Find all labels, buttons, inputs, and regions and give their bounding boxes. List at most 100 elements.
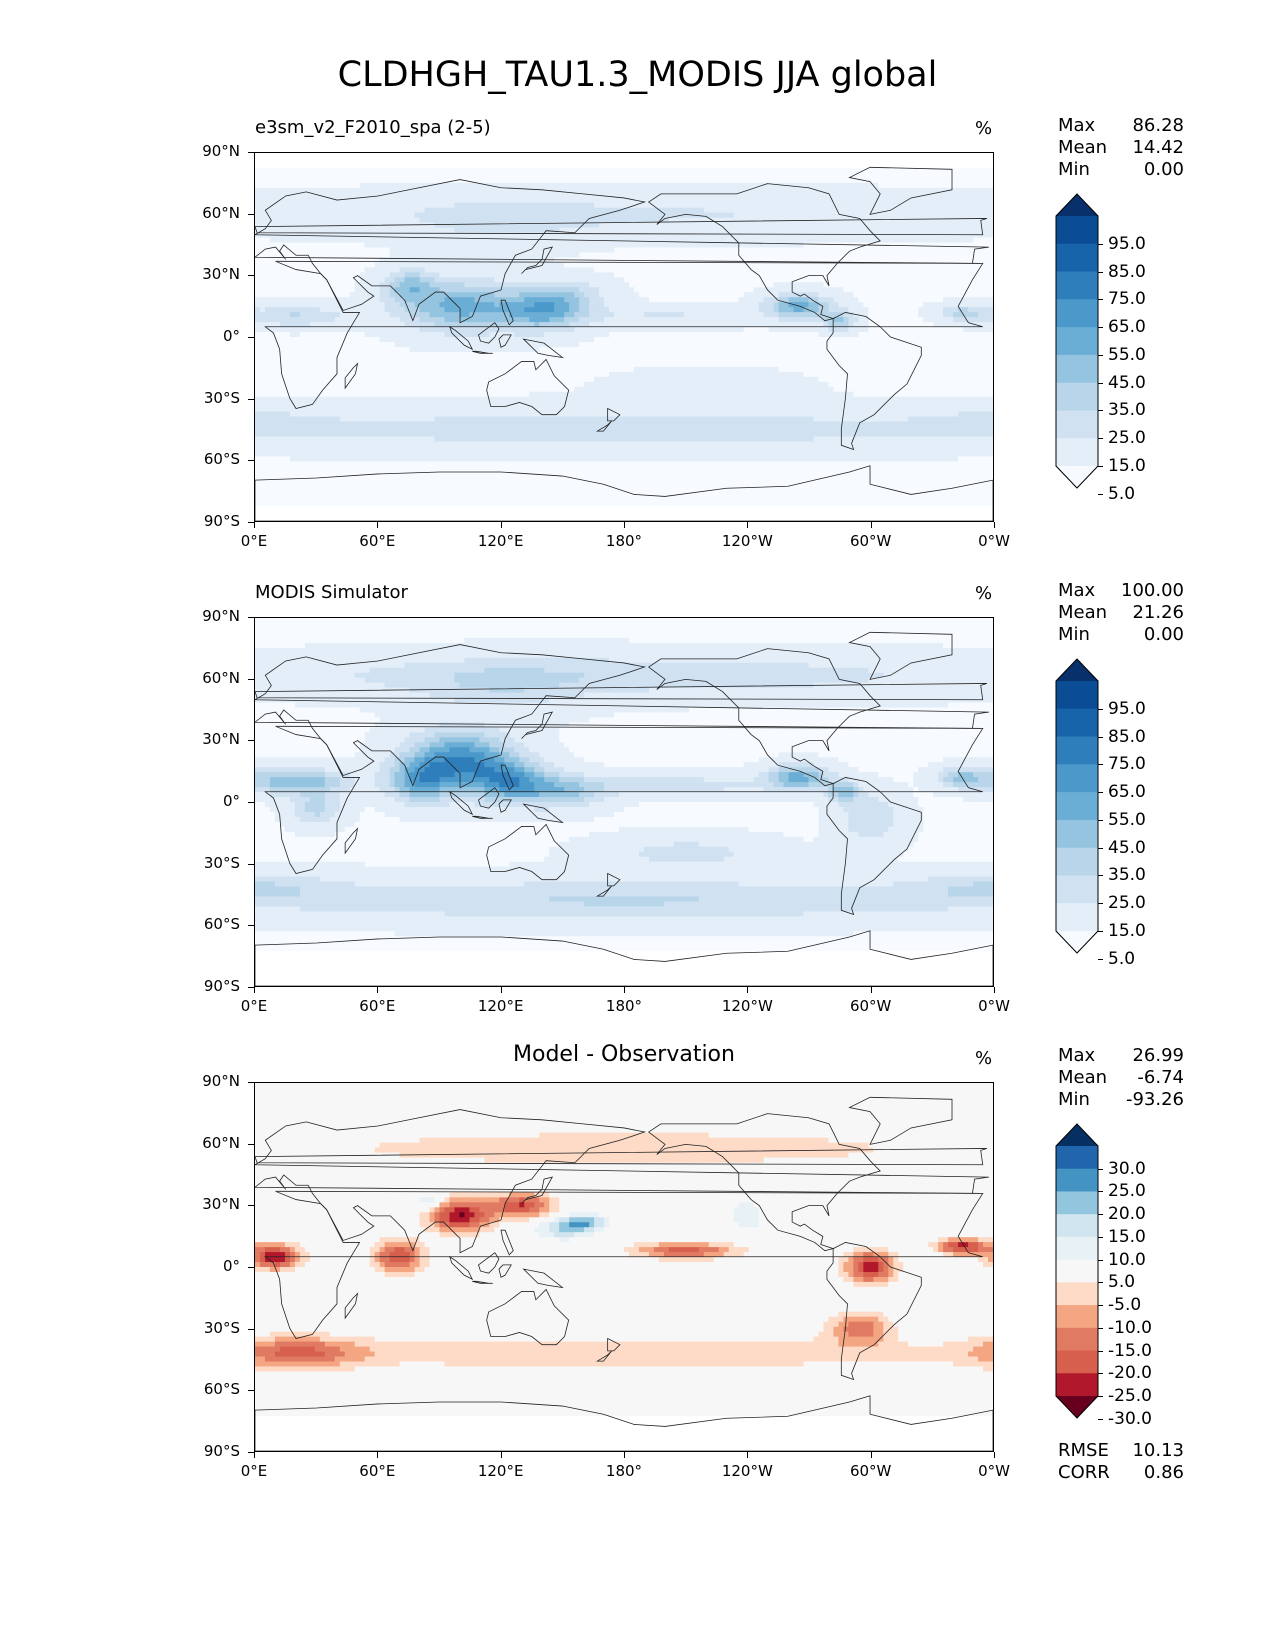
stat-max-value: 100.00 [1121, 580, 1184, 601]
colorbar-extend-max [1056, 1124, 1098, 1146]
colorbar-tick-mark [1098, 1396, 1103, 1397]
colorbar-tick-mark [1098, 493, 1103, 495]
coastline [478, 787, 500, 809]
coastline [521, 711, 554, 739]
colorbar-segment [1056, 1305, 1098, 1329]
colorbar-tick-mark [1098, 271, 1103, 273]
lat-tick-label: 30°N [202, 730, 240, 749]
lat-tick-mark [248, 678, 254, 680]
colorbar-tick-label: 65.0 [1108, 782, 1146, 803]
colorbar-segment [1056, 438, 1098, 467]
colorbar-tick-mark [1098, 736, 1103, 738]
stat-rmse-label: RMSE [1058, 1440, 1109, 1461]
colorbar-tick-label: 45.0 [1108, 837, 1146, 858]
coastline [449, 1255, 474, 1281]
colorbar-segment [1056, 1236, 1098, 1261]
units-label: % [975, 118, 993, 139]
coastline [255, 1148, 987, 1166]
stat-corr-label: CORR [1058, 1462, 1110, 1483]
coastline [255, 218, 987, 236]
lon-tick-mark [870, 522, 872, 528]
colorbar-segment [1056, 271, 1098, 300]
colorbar-tick-mark [1098, 354, 1103, 356]
coastline [344, 827, 359, 855]
coastline [848, 1096, 953, 1145]
colorbar-tick-mark [1098, 1305, 1103, 1307]
lon-tick-mark [254, 1452, 255, 1458]
colorbar-tick-label: 25.0 [1108, 893, 1146, 914]
colorbar-segment [1056, 1259, 1098, 1283]
coastline [472, 815, 493, 819]
colorbar-tick-label: -25.0 [1108, 1386, 1152, 1406]
colorbar-tick-label: 55.0 [1108, 809, 1146, 830]
coastline [478, 322, 500, 344]
map-plot [254, 617, 994, 987]
colorbar-tick-label: -10.0 [1108, 1317, 1152, 1338]
colorbar-tick-mark [1098, 1214, 1103, 1216]
colorbar-tick-mark [1098, 708, 1103, 710]
coastline [595, 1350, 613, 1362]
lon-tick-mark [254, 522, 255, 528]
stat-mean-label: Mean [1058, 137, 1108, 158]
colorbar-segment [1056, 410, 1098, 439]
stat-mean-label: Mean [1058, 602, 1108, 623]
colorbar [1055, 1123, 1099, 1419]
lat-tick-label: 30°N [202, 1195, 240, 1214]
colorbar-segment [1056, 847, 1098, 876]
lat-tick-label: 90°S [203, 977, 240, 995]
colorbar-tick-label: 95.0 [1108, 698, 1146, 719]
lat-tick-mark [248, 1082, 254, 1083]
lat-tick-label: 90°S [203, 1442, 240, 1460]
colorbar-tick-mark [1098, 299, 1103, 301]
coastline [472, 350, 493, 354]
lon-tick-label: 0°W [978, 1462, 1010, 1480]
colorbar-tick-mark [1098, 1418, 1103, 1420]
lat-tick-mark [248, 802, 254, 803]
stat-max-value: 26.99 [1132, 1045, 1184, 1066]
map-panel-2: MODIS Simulator% 90°N 60°N 30°N 0° 30°S 60°S 90… [0, 465, 1275, 1015]
stat-min-label: Min [1058, 1089, 1090, 1110]
coastline [478, 1252, 500, 1274]
lat-tick-label: 90°S [203, 512, 240, 530]
map-panel-1: e3sm_v2_F2010_spa (2-5)% 90°N 60°N 30°N 0° 30… [0, 0, 1275, 550]
coastline [522, 338, 564, 359]
coastline [826, 312, 922, 451]
colorbar-segment [1056, 875, 1098, 904]
colorbar-segment [1056, 1191, 1098, 1215]
colorbar-tick-label: 5.0 [1108, 483, 1136, 504]
lon-tick-mark [994, 1452, 995, 1458]
stat-rmse-value: 10.13 [1132, 1440, 1184, 1461]
coastline [472, 1280, 493, 1284]
colorbar-extend-min [1056, 466, 1098, 488]
colorbar-tick-mark [1098, 1168, 1103, 1170]
stat-min-value: -93.26 [1125, 1089, 1184, 1110]
lat-tick-mark [248, 1267, 254, 1268]
colorbar-segment [1056, 243, 1098, 273]
colorbar-tick-label: 75.0 [1108, 289, 1146, 310]
figure-title: CLDHGH_TAU1.3_MODIS JJA global [337, 55, 938, 95]
lon-tick-mark [747, 1452, 749, 1458]
colorbar-tick-mark [1098, 438, 1103, 440]
colorbar-extend-min [1056, 1396, 1098, 1418]
colorbar-tick-mark [1098, 875, 1103, 877]
colorbar-tick-mark [1098, 792, 1103, 794]
coastline [498, 799, 512, 813]
lat-tick-mark [248, 1390, 254, 1392]
colorbar-segment [1056, 1327, 1098, 1352]
lat-tick-label: 30°S [203, 853, 240, 872]
colorbar-tick-mark [1098, 819, 1103, 821]
colorbar-segment [1056, 1146, 1098, 1170]
lon-tick-mark [747, 522, 749, 528]
coastline [449, 325, 474, 351]
lon-tick-label: 0°E [240, 997, 268, 1015]
coastline [264, 725, 984, 874]
colorbar-segment [1056, 327, 1098, 356]
coastline [647, 1113, 881, 1252]
coastline [498, 1264, 512, 1278]
coastline [486, 823, 570, 881]
colorbar-extend-min [1056, 931, 1098, 953]
colorbar-tick-label: 15.0 [1108, 921, 1146, 941]
colorbar-tick-label: 85.0 [1108, 726, 1146, 747]
lat-tick-mark [248, 863, 254, 865]
lat-tick-label: 0° [222, 792, 240, 810]
